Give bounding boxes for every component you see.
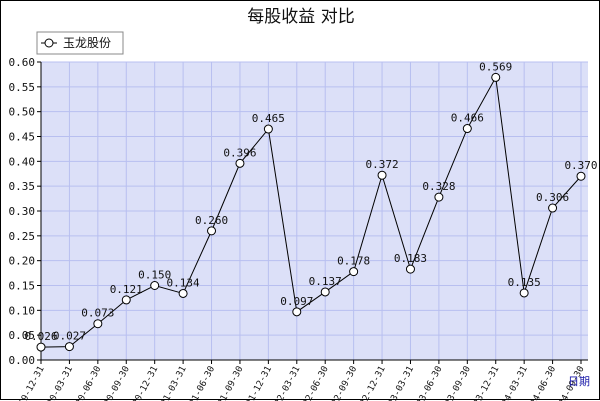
data-label: 0.121 — [110, 283, 143, 296]
y-tick-label: 0.50 — [9, 106, 36, 119]
data-label: 0.466 — [451, 112, 484, 125]
legend-marker-icon — [44, 38, 54, 48]
data-point-marker — [405, 264, 415, 274]
data-label: 0.150 — [138, 269, 171, 282]
data-point-marker — [349, 267, 359, 277]
data-point-marker — [576, 171, 586, 181]
grid-lines — [40, 61, 588, 361]
y-tick-label: 0.15 — [9, 280, 36, 293]
data-label: 0.073 — [81, 307, 114, 320]
data-label: 0.306 — [536, 191, 569, 204]
data-point-marker — [263, 124, 273, 134]
series-layer — [36, 72, 586, 352]
data-label: 0.137 — [309, 275, 342, 288]
data-label: 0.370 — [564, 159, 597, 172]
x-axis-label: 日期 — [568, 375, 590, 388]
data-point-marker — [462, 124, 472, 134]
y-tick-label: 0.00 — [9, 354, 36, 367]
y-axis-ticks: 0.00 0.05 0.10 0.15 0.20 0.25 0.30 0.35 0.40 0.45… — [9, 56, 41, 367]
y-tick-label: 0.60 — [9, 56, 36, 69]
legend-series-name: 玉龙股份 — [63, 36, 111, 50]
data-label: 0.569 — [479, 60, 512, 73]
series-line — [40, 75, 582, 348]
chart-title: 每股收益 对比 — [247, 7, 354, 27]
data-label: 0.183 — [394, 252, 427, 265]
data-label: 0.396 — [223, 146, 256, 159]
data-point-marker — [548, 203, 558, 213]
data-point-marker — [519, 288, 529, 298]
data-point-marker — [377, 170, 387, 180]
y-tick-label: 0.40 — [9, 155, 36, 168]
data-point-marker — [292, 307, 302, 317]
data-point-marker — [235, 158, 245, 168]
data-label: 0.134 — [167, 276, 200, 289]
x-axis-ticks: 2019-12-312020-03-312020-06-302020-09-30… — [12, 360, 587, 401]
y-tick-label: 0.30 — [9, 205, 36, 218]
legend-box — [36, 31, 124, 55]
data-label: 0.178 — [337, 255, 370, 268]
y-tick-label: 0.35 — [9, 180, 36, 193]
y-tick-label: 0.45 — [9, 131, 36, 144]
data-point-marker — [121, 295, 131, 305]
y-tick-label: 0.25 — [9, 230, 36, 243]
data-label: 0.328 — [422, 180, 455, 193]
data-label: 0.135 — [508, 276, 541, 289]
data-label: 0.465 — [252, 112, 285, 125]
y-tick-label: 0.55 — [9, 81, 36, 94]
data-point-marker — [64, 342, 74, 352]
data-label: 0.372 — [365, 158, 398, 171]
y-tick-label: 0.05 — [9, 329, 36, 342]
data-point-marker — [491, 72, 501, 82]
data-point-marker — [207, 226, 217, 236]
data-point-marker — [320, 287, 330, 297]
data-point-marker — [434, 192, 444, 202]
data-label: 0.260 — [195, 214, 228, 227]
data-point-marker — [36, 342, 46, 352]
y-tick-label: 0.10 — [9, 304, 36, 317]
data-point-marker — [178, 288, 188, 298]
y-tick-label: 0.20 — [9, 255, 36, 268]
data-label: 0.097 — [280, 295, 313, 308]
data-point-marker — [93, 319, 103, 329]
x-tick-label: 2019-12-31 — [12, 365, 46, 401]
data-point-marker — [150, 281, 160, 290]
legend: 玉龙股份 — [36, 31, 124, 55]
data-label: 0.026 — [24, 330, 57, 343]
data-label: 0.027 — [53, 330, 86, 343]
